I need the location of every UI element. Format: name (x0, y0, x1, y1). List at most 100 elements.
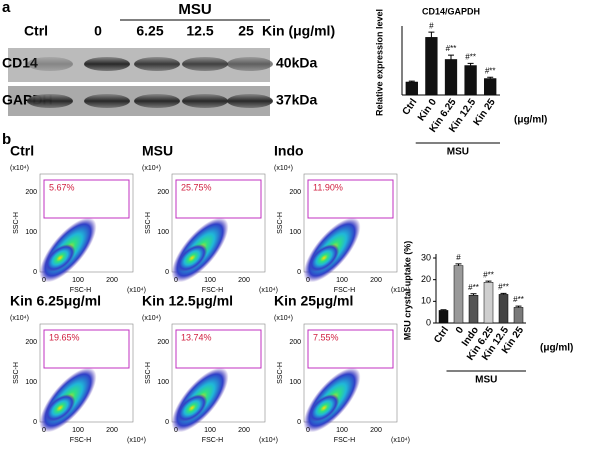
flow-title: Ctrl (10, 143, 34, 159)
x-tick-label: 0 (42, 427, 46, 434)
unit-label: (μg/ml) (514, 115, 547, 126)
blot-band (27, 57, 73, 71)
flow-cloud (44, 394, 76, 422)
y-tick-label: 200 (289, 339, 301, 346)
y-tick-label: 0 (426, 317, 431, 327)
axis-label: FSC-H (70, 437, 91, 444)
flow-cloud (308, 394, 340, 422)
blot-band (84, 57, 130, 71)
error-bar (448, 54, 454, 60)
blot-band (84, 94, 130, 108)
error-bar (487, 76, 494, 79)
error-bar (470, 293, 477, 296)
bar (405, 81, 418, 96)
flow-cloud (308, 244, 340, 272)
flow-cloud (176, 394, 208, 422)
x-tick-label: Ctrl (432, 325, 451, 346)
unit: (x10⁴) (391, 287, 410, 294)
bar (438, 310, 449, 324)
y-tick-label: 0 (165, 269, 169, 276)
annotation: #** (468, 283, 479, 292)
blot-band (227, 94, 273, 108)
group-label: MSU (178, 1, 211, 18)
unit: (x10⁴) (142, 315, 161, 322)
x-tick-label: 0 (454, 325, 466, 336)
unit: (x10⁴) (10, 315, 29, 322)
panel-letter: a (2, 0, 11, 16)
error-bar (440, 309, 447, 311)
gate-value: 13.74% (181, 332, 212, 342)
unit: (x10⁴) (259, 437, 278, 444)
group-label: MSU (475, 375, 497, 386)
bar (444, 59, 458, 96)
size-label: 37kDa (276, 92, 317, 108)
x-tick-label: 200 (370, 277, 382, 284)
gate (43, 329, 130, 369)
x-tick-label: 0 (306, 277, 310, 284)
unit: (x10⁴) (391, 437, 410, 444)
panel-letter: b (2, 131, 11, 148)
lane-label: 12.5 (186, 23, 213, 39)
y-tick-label: 0 (165, 419, 169, 426)
flow-title: Kin 12.5μg/ml (142, 293, 233, 309)
unit: (x10⁴) (142, 165, 161, 172)
axis-label: SSC-H (13, 212, 20, 234)
blot-band (134, 94, 180, 108)
x-tick-label: 100 (336, 427, 348, 434)
y-axis-label: Relative expression level (374, 9, 384, 116)
annotation: # (456, 253, 461, 262)
y-tick-label: 100 (25, 379, 37, 386)
axis-label: FSC-H (70, 287, 91, 294)
flow-title: MSU (142, 143, 173, 159)
y-tick-label: 0 (33, 419, 37, 426)
error-bar (515, 305, 522, 308)
y-tick-label: 0 (297, 419, 301, 426)
x-tick-label: 200 (370, 427, 382, 434)
flow-title: Kin 6.25μg/ml (10, 293, 101, 309)
blot-band (134, 57, 180, 71)
flow-title: Kin 25μg/ml (274, 293, 353, 309)
x-tick-label: 100 (336, 277, 348, 284)
y-tick-label: 100 (289, 229, 301, 236)
annotation: # (429, 21, 434, 30)
axis-label: SSC-H (13, 362, 20, 384)
y-tick-label: 100 (157, 229, 169, 236)
y-tick-label: 200 (157, 189, 169, 196)
error-bar (455, 263, 462, 266)
size-label: 40kDa (276, 55, 317, 71)
blot-band (182, 94, 228, 108)
group-label: MSU (447, 147, 469, 158)
x-tick-label: 0 (174, 277, 178, 284)
lane-label: Ctrl (24, 23, 48, 39)
x-tick-label: 200 (106, 277, 118, 284)
error-bar (467, 62, 474, 66)
y-tick-label: 100 (25, 229, 37, 236)
annotation: #** (483, 270, 494, 279)
x-tick-label: 0 (42, 277, 46, 284)
unit: (x10⁴) (127, 437, 146, 444)
axis-label: SSC-H (277, 212, 284, 234)
unit: (x10⁴) (259, 287, 278, 294)
error-bar (408, 80, 415, 82)
flow-frame (303, 323, 398, 423)
axis-label: FSC-H (202, 437, 223, 444)
lane-label: 25 (238, 23, 254, 39)
annotation: #** (465, 52, 476, 61)
chart-title: CD14/GAPDH (422, 6, 480, 16)
x-tick-label: 100 (204, 277, 216, 284)
bar (453, 265, 464, 324)
x-tick-label: 100 (72, 427, 84, 434)
bar (468, 295, 479, 324)
y-tick-label: 10 (421, 296, 431, 306)
gate (307, 179, 394, 219)
axis-label: SSC-H (145, 362, 152, 384)
x-tick-label: Kin 25 (472, 97, 498, 128)
unit: (x10⁴) (127, 287, 146, 294)
error-bar (485, 280, 492, 283)
x-tick-label: 200 (238, 427, 250, 434)
lane-label: 6.25 (136, 23, 163, 39)
flow-frame (171, 323, 266, 423)
flow-cloud (176, 244, 208, 272)
unit-label: (μg/ml) (540, 343, 573, 354)
